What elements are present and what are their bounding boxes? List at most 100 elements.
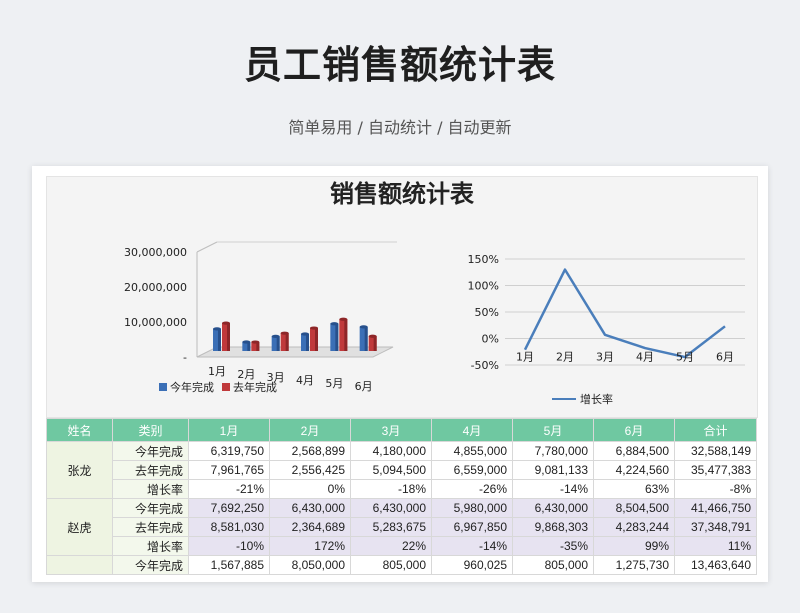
employee-name-cell[interactable] (46, 555, 113, 575)
value-cell[interactable]: 4,855,000 (431, 441, 513, 461)
legend-line-swatch (552, 398, 576, 400)
value-cell[interactable]: 99% (593, 536, 675, 556)
value-cell[interactable]: 5,980,000 (431, 498, 513, 518)
column-header: 6月 (593, 418, 675, 442)
value-cell[interactable]: 6,967,850 (431, 517, 513, 537)
line-ytick-label: 50% (475, 306, 499, 319)
value-cell[interactable]: 7,692,250 (188, 498, 270, 518)
bar-legend: 今年完成 去年完成 (159, 379, 285, 395)
bar-this-year-6 (359, 325, 368, 351)
bar-axis-top (196, 241, 218, 253)
bar-last-year-4 (310, 326, 318, 351)
bar-last-year-3 (280, 331, 289, 351)
line-ytick-label: 0% (482, 333, 499, 346)
value-cell[interactable]: 8,504,500 (593, 498, 675, 518)
line-legend: 增长率 (552, 391, 621, 407)
value-cell[interactable]: 5,094,500 (350, 460, 432, 480)
category-cell[interactable]: 今年完成 (112, 441, 189, 461)
category-cell[interactable]: 增长率 (112, 536, 189, 556)
table-row: 增长率 -21% 0% -18% -26% -14% 63% -8% (47, 479, 757, 499)
value-cell[interactable]: 172% (269, 536, 351, 556)
value-cell[interactable]: 6,430,000 (269, 498, 351, 518)
column-header: 2月 (269, 418, 351, 442)
table-row: 今年完成 1,567,885 8,050,000 805,000 960,025 805,… (46, 555, 757, 575)
value-cell[interactable]: 7,780,000 (512, 441, 594, 461)
value-cell[interactable]: 5,283,675 (350, 517, 432, 537)
line-xtick-label: 1月 (516, 351, 534, 364)
value-cell[interactable]: 2,556,425 (269, 460, 351, 480)
value-cell[interactable]: 37,348,791 (674, 517, 757, 537)
sheet-card: 销售额统计表 30,000,000 20,000,000 10,000,000 - 1月… (32, 166, 768, 582)
bar-ytick-label: 10,000,000 (124, 316, 187, 329)
value-cell[interactable]: 41,466,750 (674, 498, 757, 518)
bar-legend-item: 今年完成 (159, 379, 214, 395)
value-cell[interactable]: 22% (350, 536, 432, 556)
value-cell[interactable]: 960,025 (431, 555, 513, 575)
value-cell[interactable]: -26% (431, 479, 513, 499)
category-cell[interactable]: 增长率 (112, 479, 189, 499)
value-cell[interactable]: -14% (512, 479, 594, 499)
bar-xtick-label: 5月 (325, 377, 343, 390)
value-cell[interactable]: 6,559,000 (431, 460, 513, 480)
value-cell[interactable]: 9,081,133 (512, 460, 594, 480)
value-cell[interactable]: -35% (512, 536, 594, 556)
category-cell[interactable]: 今年完成 (112, 555, 189, 575)
value-cell[interactable]: 6,319,750 (188, 441, 270, 461)
category-cell[interactable]: 今年完成 (112, 498, 189, 518)
value-cell[interactable]: -21% (188, 479, 270, 499)
value-cell[interactable]: 6,430,000 (512, 498, 594, 518)
category-cell[interactable]: 去年完成 (112, 517, 189, 537)
value-cell[interactable]: 805,000 (350, 555, 432, 575)
value-cell[interactable]: 4,180,000 (350, 441, 432, 461)
line-legend-item: 增长率 (552, 391, 613, 407)
value-cell[interactable]: 6,430,000 (350, 498, 432, 518)
bar-xtick-label: 2月 (237, 368, 255, 381)
value-cell[interactable]: -10% (188, 536, 270, 556)
bar-chart: 30,000,000 20,000,000 10,000,000 - 1月 2月 3月 4月 5… (124, 241, 397, 393)
category-cell[interactable]: 去年完成 (112, 460, 189, 480)
bar-last-year-1 (222, 321, 230, 351)
value-cell[interactable]: 4,283,244 (593, 517, 675, 537)
value-cell[interactable]: -8% (674, 479, 757, 499)
value-cell[interactable]: 2,364,689 (269, 517, 351, 537)
value-cell[interactable]: -14% (431, 536, 513, 556)
value-cell[interactable]: 6,884,500 (593, 441, 675, 461)
bar-last-year-5 (339, 317, 348, 351)
value-cell[interactable]: 1,275,730 (593, 555, 675, 575)
employee-name-cell[interactable]: 张龙 (46, 441, 113, 499)
value-cell[interactable]: 0% (269, 479, 351, 499)
value-cell[interactable]: -18% (350, 479, 432, 499)
value-cell[interactable]: 2,568,899 (269, 441, 351, 461)
employee-name-cell[interactable]: 赵虎 (46, 498, 113, 556)
value-cell[interactable]: 7,961,765 (188, 460, 270, 480)
bar-last-year-6 (368, 334, 377, 351)
line-xtick-label: 5月 (676, 351, 694, 364)
value-cell[interactable]: 11% (674, 536, 757, 556)
value-cell[interactable]: 13,463,640 (674, 555, 757, 575)
column-header: 姓名 (46, 418, 113, 442)
bar-this-year-4 (301, 332, 309, 351)
bar-this-year-3 (271, 334, 280, 351)
value-cell[interactable]: 35,477,383 (674, 460, 757, 480)
legend-swatch (159, 383, 167, 391)
column-header: 合计 (674, 418, 757, 442)
value-cell[interactable]: 8,581,030 (188, 517, 270, 537)
growth-rate-line (523, 268, 726, 359)
value-cell[interactable]: 1,567,885 (188, 555, 270, 575)
bar-ytick-label: - (183, 351, 187, 364)
chart-panel: 销售额统计表 30,000,000 20,000,000 10,000,000 - 1月… (46, 176, 758, 418)
line-ytick-label: -50% (471, 359, 499, 372)
line-chart: 150% 100% 50% 0% -50% 1月 2月 3月 4月 5月 6月 (468, 253, 745, 372)
line-xtick-label: 3月 (596, 351, 614, 364)
bar-this-year-1 (213, 327, 221, 351)
value-cell[interactable]: 9,868,303 (512, 517, 594, 537)
value-cell[interactable]: 63% (593, 479, 675, 499)
value-cell[interactable]: 32,588,149 (674, 441, 757, 461)
bar-ytick-label: 30,000,000 (124, 246, 187, 259)
value-cell[interactable]: 4,224,560 (593, 460, 675, 480)
column-header: 4月 (431, 418, 513, 442)
table-row: 去年完成 8,581,030 2,364,689 5,283,675 6,967,850… (47, 517, 757, 537)
column-header: 5月 (512, 418, 594, 442)
value-cell[interactable]: 8,050,000 (269, 555, 351, 575)
value-cell[interactable]: 805,000 (512, 555, 594, 575)
